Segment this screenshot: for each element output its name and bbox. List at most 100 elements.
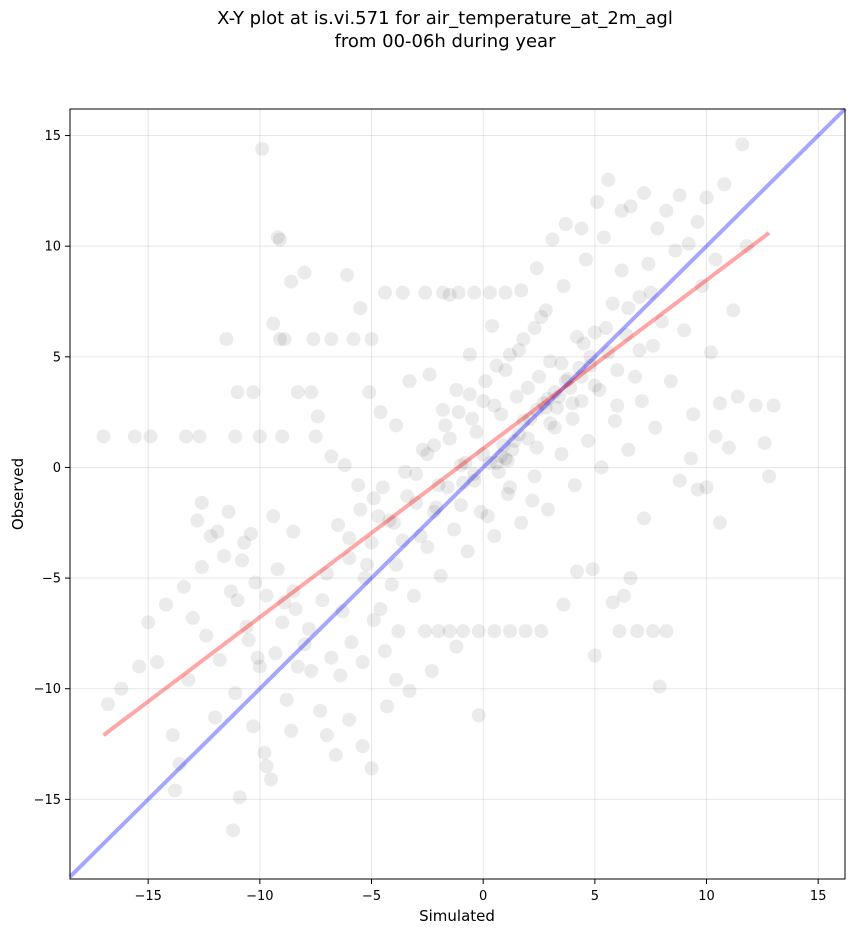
data-point	[440, 480, 455, 495]
data-point	[328, 748, 343, 763]
data-point	[319, 728, 334, 743]
data-point	[485, 318, 500, 333]
data-point	[599, 321, 614, 336]
data-point	[540, 391, 555, 406]
data-point	[605, 595, 620, 610]
data-point	[645, 338, 660, 353]
data-point	[538, 303, 553, 318]
data-point	[478, 374, 493, 389]
data-point	[500, 453, 515, 468]
data-point	[185, 610, 200, 625]
data-point	[730, 389, 745, 404]
data-point	[462, 387, 477, 402]
data-point	[527, 321, 542, 336]
data-point	[406, 588, 421, 603]
data-point	[516, 413, 531, 428]
data-point	[514, 283, 529, 298]
data-point	[199, 628, 214, 643]
data-point	[628, 369, 643, 384]
data-point	[435, 285, 450, 300]
data-point	[230, 593, 245, 608]
data-point	[648, 420, 663, 435]
data-point	[496, 438, 511, 453]
data-point	[275, 615, 290, 630]
data-point	[453, 458, 468, 473]
data-point	[456, 624, 471, 639]
data-point	[458, 456, 473, 471]
data-point	[509, 389, 524, 404]
data-point	[505, 442, 520, 457]
data-point	[576, 336, 591, 351]
data-point	[645, 624, 660, 639]
data-point	[221, 504, 236, 519]
data-point	[228, 429, 243, 444]
data-point	[290, 385, 305, 400]
data-point	[344, 635, 359, 650]
data-point	[462, 347, 477, 362]
data-point	[623, 571, 638, 586]
data-point	[534, 309, 549, 324]
data-point	[402, 374, 417, 389]
y-tick-label: 5	[53, 350, 61, 365]
data-point	[290, 659, 305, 674]
data-point	[246, 385, 261, 400]
data-point	[165, 728, 180, 743]
data-point	[610, 398, 625, 413]
data-point	[527, 469, 542, 484]
data-point	[614, 203, 629, 218]
data-point	[310, 409, 325, 424]
data-point	[567, 478, 582, 493]
data-point	[203, 529, 218, 544]
data-point	[431, 624, 446, 639]
data-point	[708, 252, 723, 267]
data-point	[250, 650, 265, 665]
data-point	[520, 431, 535, 446]
data-point	[324, 449, 339, 464]
data-point	[286, 584, 301, 599]
data-point	[507, 433, 522, 448]
data-point	[304, 385, 319, 400]
data-point	[237, 535, 252, 550]
x-axis-label: Simulated	[419, 907, 495, 925]
data-point	[364, 535, 379, 550]
data-point	[514, 515, 529, 530]
data-point	[384, 577, 399, 592]
data-point	[511, 343, 526, 358]
data-point	[545, 232, 560, 247]
data-point	[377, 644, 392, 659]
data-point	[502, 480, 517, 495]
data-point	[449, 639, 464, 654]
data-point	[467, 473, 482, 488]
data-point	[699, 190, 714, 205]
x-tick-label: −10	[246, 889, 273, 904]
data-point	[226, 823, 241, 838]
data-point	[634, 394, 649, 409]
data-point	[248, 575, 263, 590]
data-point	[429, 500, 444, 515]
data-point	[536, 396, 551, 411]
data-point	[556, 279, 571, 294]
data-point	[473, 504, 488, 519]
data-point	[389, 557, 404, 572]
data-point	[435, 402, 450, 417]
data-point	[695, 279, 710, 294]
data-point	[395, 533, 410, 548]
data-point	[366, 491, 381, 506]
x-axis-ticks: −15 −10 −5 0 5 10 15	[134, 879, 826, 904]
data-point	[409, 467, 424, 482]
data-point	[272, 332, 287, 347]
data-point	[650, 221, 665, 236]
data-point	[373, 405, 388, 420]
data-point	[574, 369, 589, 384]
data-point	[257, 745, 272, 760]
x-tick-label: −5	[362, 889, 381, 904]
data-point	[420, 447, 435, 462]
data-point	[594, 460, 609, 475]
data-point	[520, 380, 535, 395]
data-point	[286, 524, 301, 539]
data-point	[592, 383, 607, 398]
data-point	[498, 451, 513, 466]
data-point	[726, 303, 741, 318]
data-point	[342, 531, 357, 546]
data-point	[681, 236, 696, 251]
